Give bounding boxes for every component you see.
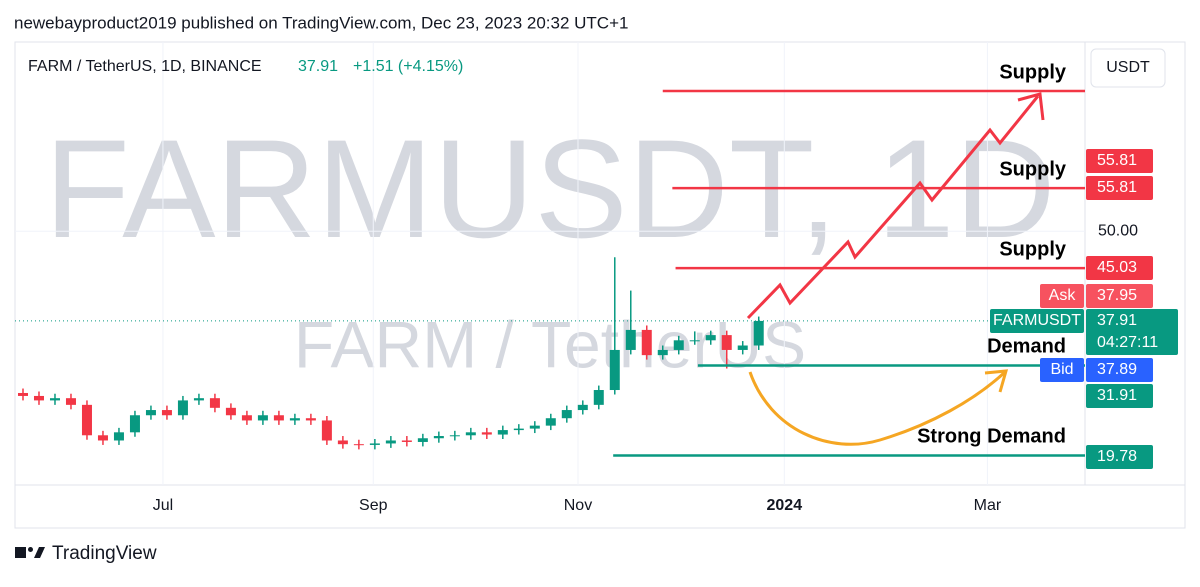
y-tick-label: 50.00 <box>1098 222 1138 239</box>
price-tag-value: 31.91 <box>1097 387 1137 404</box>
chart-frame <box>14 41 1186 529</box>
forecast-arrowhead <box>1017 92 1045 121</box>
candle-body <box>177 400 188 416</box>
candle-body <box>49 398 60 401</box>
x-tick-label: Sep <box>359 497 388 514</box>
candle-body <box>17 392 28 396</box>
price-tag <box>1086 358 1153 382</box>
candle-body <box>385 440 396 444</box>
candle-body <box>673 340 684 350</box>
header: newebayproduct2019 published on TradingV… <box>14 13 628 32</box>
candle-body <box>497 430 508 435</box>
candle-body <box>257 415 268 421</box>
watermark-subtext: FARM / TetherUS <box>294 307 806 381</box>
price-tag-name: FARMUSDT <box>993 312 1081 329</box>
price-tag <box>1086 149 1153 173</box>
candle-body <box>129 415 140 433</box>
brand-logo <box>15 547 45 558</box>
price-tag-value: 55.81 <box>1097 152 1137 169</box>
candle-body <box>449 435 460 437</box>
candle-body <box>289 418 300 421</box>
candle-body <box>209 398 220 408</box>
price-tag-value: 55.81 <box>1097 179 1137 196</box>
level-label: Supply <box>999 61 1067 83</box>
price-tag <box>1086 309 1178 355</box>
level-label: Strong Demand <box>917 426 1066 448</box>
currency[interactable]: USDT <box>1106 59 1150 76</box>
candle-body <box>657 349 668 356</box>
candle-body <box>65 398 76 405</box>
candle-body <box>513 428 524 431</box>
symbol: FARM / TetherUS, 1D, BINANCE <box>28 58 262 75</box>
candle-body <box>113 432 124 441</box>
candle-body <box>689 340 700 342</box>
candle-body <box>273 415 284 421</box>
candle-body <box>593 390 604 405</box>
price-change: +1.51 (+4.15%) <box>353 58 463 75</box>
candle-body <box>241 415 252 421</box>
level-label: Supply <box>999 238 1067 260</box>
candle-body <box>561 410 572 419</box>
price-tag-value: 37.91 <box>1097 312 1137 329</box>
plot <box>15 42 1085 485</box>
candle-body <box>161 410 172 416</box>
price-tag-value: 37.89 <box>1097 361 1137 378</box>
candle-body <box>465 432 476 436</box>
price-tag <box>1086 445 1153 469</box>
price-tag <box>1086 284 1153 308</box>
level-label: Supply <box>999 158 1067 180</box>
candle-body <box>33 395 44 401</box>
price-tag-value: 45.03 <box>1097 259 1137 276</box>
candle-body <box>225 407 236 416</box>
price-tag-name-box <box>1040 284 1084 308</box>
forecast-arrow <box>746 95 1040 320</box>
candle-body <box>641 329 652 356</box>
price-tag <box>1086 384 1153 408</box>
price-tag-timer: 04:27:11 <box>1097 334 1158 351</box>
last-price: 37.91 <box>298 58 338 75</box>
candle-body <box>305 418 316 421</box>
candle-body <box>721 335 732 350</box>
candle-body <box>353 444 364 446</box>
candle-body <box>609 349 620 391</box>
candle-body <box>417 438 428 442</box>
candle-body <box>145 410 156 416</box>
level-label: Demand <box>987 336 1066 358</box>
candle-body <box>529 425 540 429</box>
candle-body <box>625 329 636 350</box>
candle-body <box>401 440 412 442</box>
candle-body <box>753 320 764 346</box>
candle-body <box>433 436 444 439</box>
candle-body <box>737 345 748 350</box>
price-tag-name: Bid <box>1050 361 1073 378</box>
x-tick-label: Nov <box>564 497 592 514</box>
candle-body <box>577 404 588 411</box>
candle-body <box>81 404 92 436</box>
price-tag <box>1086 256 1153 280</box>
x-tick-label: 2024 <box>767 497 803 514</box>
price-tag-value: 37.95 <box>1097 287 1137 304</box>
candle-body <box>337 440 348 445</box>
candle-body <box>545 418 556 426</box>
candle-body <box>705 335 716 341</box>
currency-button[interactable] <box>1090 48 1166 88</box>
demand-arrowhead <box>984 369 1009 393</box>
candle-body <box>481 432 492 435</box>
price-tag-name-box <box>1040 358 1084 382</box>
price-tag-name: Ask <box>1049 287 1077 304</box>
price-tag-value: 19.78 <box>1097 448 1137 465</box>
price-tag-name-box <box>990 309 1084 333</box>
x-tick-label: Jul <box>153 497 173 514</box>
brand: TradingView <box>52 543 157 564</box>
demand-arrow <box>748 370 1007 446</box>
price-tag <box>1086 176 1153 200</box>
candle-body <box>193 398 204 401</box>
candle-body <box>321 420 332 441</box>
candle-body <box>369 443 380 445</box>
x-tick-label: Mar <box>974 497 1002 514</box>
candle-body <box>97 435 108 441</box>
watermark: FARMUSDT, 1D FARM / TetherUS <box>44 110 1055 381</box>
